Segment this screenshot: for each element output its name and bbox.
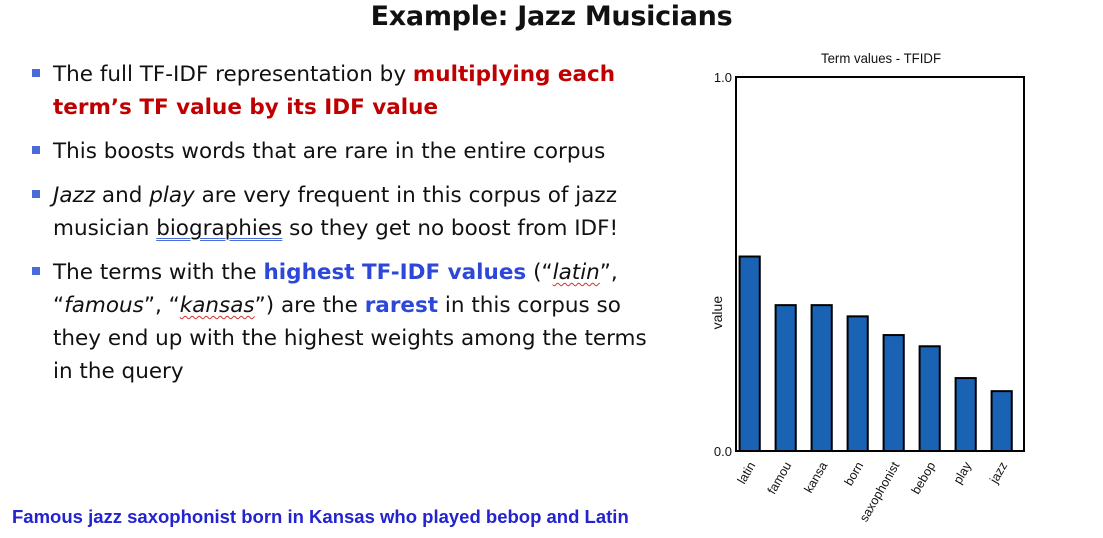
x-tick-label: jazz <box>987 460 1011 487</box>
bar-famou <box>774 304 797 453</box>
term-kansas: kansas <box>179 293 255 318</box>
bullet-square-icon <box>32 267 40 275</box>
term-latin: latin <box>552 260 600 285</box>
bullet-text: The full TF-IDF representation by <box>53 62 413 87</box>
slide-title: Example: Jazz Musicians <box>370 1 733 32</box>
bullet-text: ”, “ <box>53 260 618 318</box>
emphasis-text: rarest <box>364 293 439 318</box>
bar-saxophonist <box>882 334 905 452</box>
bullet-item-2: This boosts words that are rare in the e… <box>32 135 672 168</box>
chart-title: Term values - TFIDF <box>821 50 941 66</box>
bullet-square-icon <box>32 146 40 154</box>
bullet-text: are very frequent in this corpus of jazz… <box>53 183 617 241</box>
bar-kansa <box>810 304 833 453</box>
emphasis-text: highest TF-IDF values <box>263 260 527 285</box>
grammar-marked-word: biographies <box>156 216 283 241</box>
bar-bebop <box>918 345 941 452</box>
x-tick-label: latin <box>735 459 759 486</box>
term-jazz: Jazz <box>53 183 96 208</box>
x-tick-label: kansa <box>801 459 830 495</box>
query-text: Famous jazz saxophonist born in Kansas w… <box>12 506 629 527</box>
y-tick-label: 0.0 <box>714 444 732 459</box>
bar-latin <box>738 255 761 452</box>
bullet-item-3: Jazz and play are very frequent in this … <box>32 179 672 245</box>
tfidf-bar-chart: Term values - TFIDF 0.0 1.0 value latin famou… <box>709 50 1025 524</box>
plot-frame <box>735 76 1025 452</box>
bullet-square-icon <box>32 190 40 198</box>
x-tick-label: play <box>951 459 975 487</box>
bullet-text: in this corpus so they end up with the h… <box>53 293 647 384</box>
term-famous: famous <box>64 293 144 318</box>
y-tick-label: 1.0 <box>714 70 732 85</box>
term-play: play <box>149 183 195 208</box>
x-tick-label: famou <box>765 459 795 496</box>
bullet-text: ”) are the <box>254 293 365 318</box>
bullet-item-1: The full TF-IDF representation by multip… <box>32 58 672 124</box>
bullet-square-icon <box>32 69 40 77</box>
bullet-text: and <box>95 183 150 208</box>
y-axis-label: value <box>709 296 725 330</box>
bar-jazz <box>990 390 1013 453</box>
bullet-text: This boosts words that are rare in the e… <box>53 139 606 164</box>
bullet-text: (“ <box>526 260 553 285</box>
bullet-text: so they get no boost from IDF! <box>282 216 619 241</box>
bar-born <box>846 315 869 452</box>
x-tick-label: bebop <box>909 459 939 496</box>
emphasis-text: multiplying each term’s TF value by its … <box>53 62 616 120</box>
x-tick-label: born <box>842 459 867 488</box>
bullet-list: The full TF-IDF representation by multip… <box>32 58 672 399</box>
bar-play <box>954 377 977 453</box>
bullet-text: ”, “ <box>143 293 180 318</box>
bullet-item-4: The terms with the highest TF-IDF values… <box>32 256 672 388</box>
bullet-text: The terms with the <box>53 260 264 285</box>
